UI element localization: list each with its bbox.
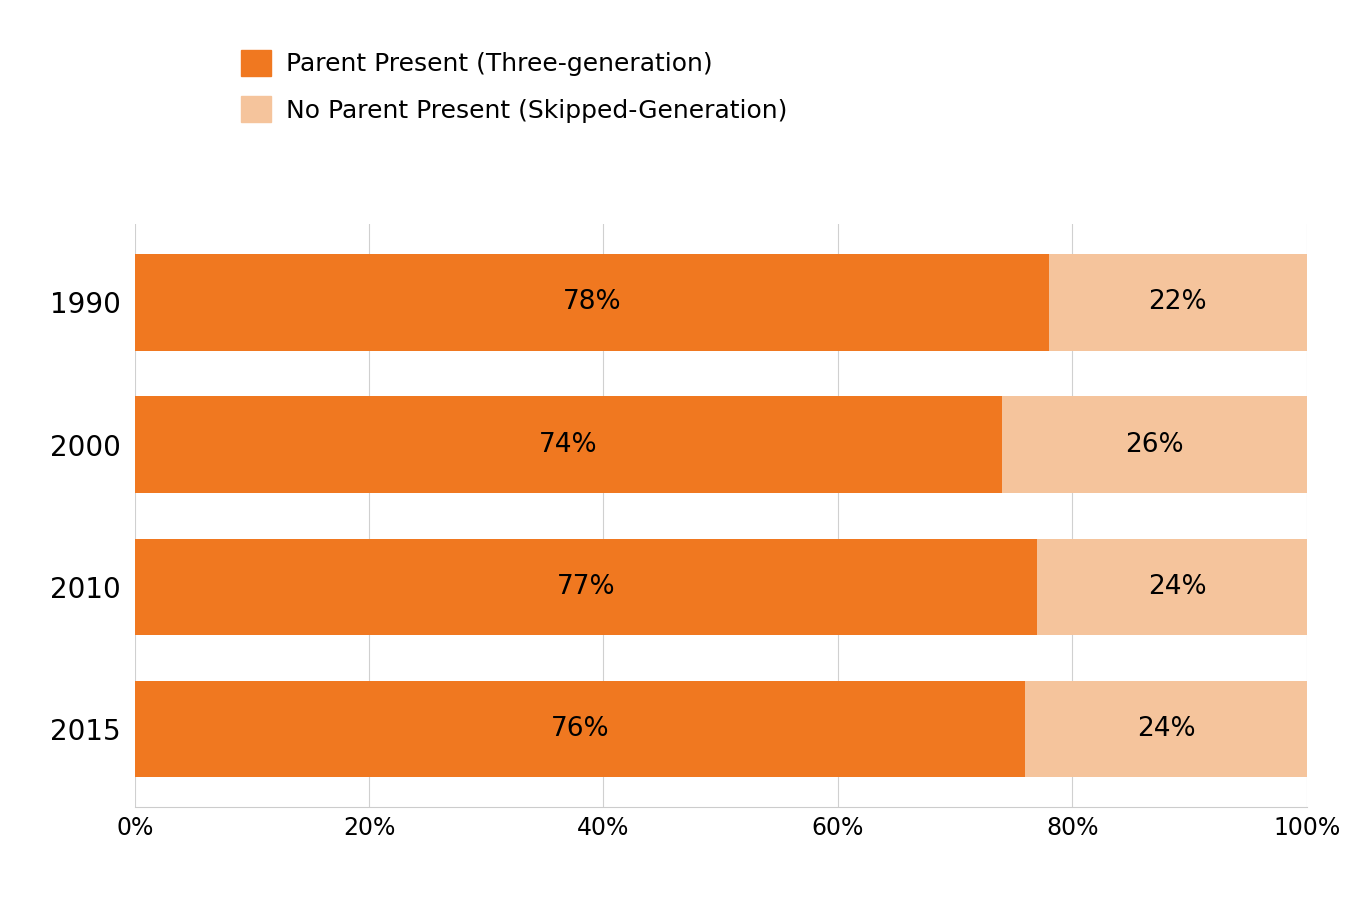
Text: 78%: 78%: [563, 290, 621, 316]
Text: 76%: 76%: [551, 716, 609, 742]
Text: 77%: 77%: [556, 574, 616, 600]
Bar: [1002, 396, 1307, 493]
Bar: [135, 396, 1002, 493]
Text: 26%: 26%: [1125, 431, 1184, 457]
Bar: [135, 681, 1025, 778]
Text: 24%: 24%: [1137, 716, 1195, 742]
Bar: [1025, 681, 1307, 778]
Bar: [135, 538, 1037, 635]
Text: 22%: 22%: [1149, 290, 1207, 316]
Bar: [135, 254, 1049, 351]
Text: 24%: 24%: [1149, 574, 1207, 600]
Bar: [1037, 538, 1319, 635]
Text: 74%: 74%: [539, 431, 598, 457]
Bar: [1049, 254, 1307, 351]
Legend: Parent Present (Three-generation), No Parent Present (Skipped-Generation): Parent Present (Three-generation), No Pa…: [241, 50, 788, 123]
